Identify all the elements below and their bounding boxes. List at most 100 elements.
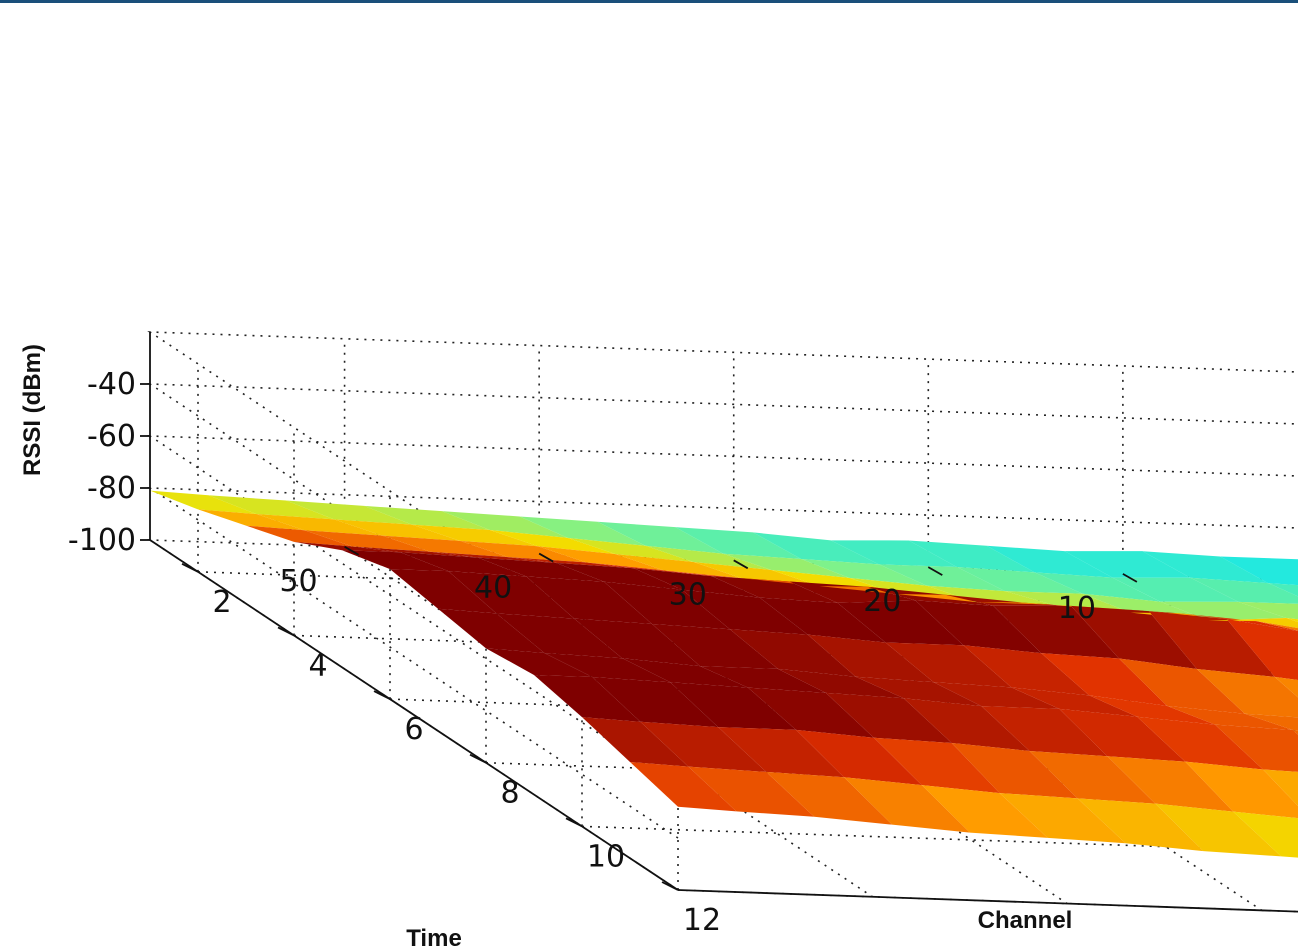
surface-patch (688, 766, 815, 817)
surface-patch (766, 771, 893, 825)
surface-patch (963, 645, 1090, 696)
surface-patch (903, 698, 1030, 751)
surface-patch (1196, 668, 1298, 718)
rssi-axis-title: RSSI (dBm) (19, 344, 46, 476)
surface-patch (652, 623, 778, 669)
surface-patch (1238, 601, 1298, 620)
grid-line (344, 546, 874, 898)
surface-patch (534, 674, 641, 722)
time-tick-label: 30 (669, 577, 707, 612)
surface-patch (597, 521, 724, 554)
surface-patch (759, 597, 886, 643)
surface-patch (1011, 687, 1138, 717)
surface-patch (1226, 619, 1298, 681)
surface-patch (496, 613, 623, 659)
surface-patch (1185, 761, 1298, 819)
surface-patch (801, 559, 928, 586)
surface-patch (1215, 724, 1298, 772)
surface-patch (256, 514, 383, 536)
surface-patch (1167, 705, 1293, 730)
label-layer: 10 20 30 40 50 2 4 6 8 10 12 -100 -80 -60 -40 Time Chann… (19, 344, 1096, 951)
surface-patch (604, 581, 730, 630)
surface-patch (622, 658, 749, 688)
surface-patch (748, 687, 874, 738)
channel-tick (181, 563, 199, 573)
surface-patch (1137, 716, 1264, 770)
time-tick (344, 545, 360, 556)
surface-patch (855, 676, 982, 707)
surface-patch (723, 553, 850, 578)
channel-tick-label: 4 (308, 648, 327, 683)
channel-tick-label: 8 (500, 776, 519, 811)
surface-patch (986, 545, 1113, 578)
time-axis-title: Time (406, 925, 462, 951)
channel-tick (373, 690, 391, 700)
surface-patch (478, 557, 605, 582)
surface-patch (921, 785, 1048, 838)
surface-patch (927, 585, 1053, 605)
surface-patch (556, 562, 682, 590)
axis-layer (140, 332, 1298, 913)
surface-patch (1292, 729, 1298, 735)
surface-patch (294, 541, 401, 553)
surface-patch (945, 594, 1072, 606)
surface-patch (879, 564, 1005, 592)
surface-patch (837, 600, 964, 646)
surface-patch (544, 652, 671, 683)
surface-patch (1148, 611, 1275, 677)
surface-patch (1112, 577, 1239, 602)
surface-patch (1274, 676, 1298, 698)
surface-patch (390, 569, 497, 614)
time-tick (1122, 573, 1138, 583)
surface-patch (633, 568, 760, 598)
surface-patch (753, 532, 880, 565)
surface-patch (1119, 658, 1245, 714)
rssi-tick-label: -100 (68, 523, 136, 558)
surface-layer (150, 490, 1298, 858)
surface-patch (640, 721, 767, 772)
surface-patch (1160, 601, 1287, 621)
channel-tick-label: 2 (212, 585, 231, 620)
surface-patch (711, 576, 838, 603)
surface-patch (1268, 583, 1298, 597)
time-tick-label: 50 (279, 564, 317, 599)
surface-patch (615, 554, 742, 579)
surface-patch (831, 540, 957, 568)
surface-patch (718, 727, 845, 778)
surface-patch (1263, 769, 1298, 806)
surface-patch (885, 642, 1012, 688)
surface-patch (438, 608, 545, 653)
surface-patch (486, 648, 593, 677)
surface-patch (1107, 756, 1234, 812)
surface-patch (1004, 591, 1131, 613)
surface-patch (574, 618, 701, 667)
surface-patch (1034, 572, 1161, 602)
time-tick-label: 10 (1058, 591, 1096, 626)
surface-patch (567, 537, 694, 563)
surface-patch (700, 666, 826, 693)
surface-patch (352, 546, 479, 558)
surface-patch (1064, 551, 1191, 578)
surface-patch (1077, 798, 1204, 852)
surface-patch (1071, 605, 1197, 669)
surface-patch (1041, 653, 1168, 706)
channel-axis-line (677, 889, 1298, 913)
surface-patch (382, 535, 509, 558)
channel-tick-label: 10 (587, 839, 625, 874)
time-tick-label: 20 (863, 584, 901, 619)
surface-patch (908, 540, 1035, 573)
surface-patch (1286, 618, 1298, 622)
surface-patch (729, 629, 856, 677)
surface-patch (1059, 708, 1186, 762)
surface-patch (342, 550, 449, 572)
time-tick (538, 552, 554, 563)
surface-patch (1244, 713, 1298, 731)
surface-patch (286, 500, 413, 525)
surface-patch (304, 530, 431, 552)
surface-patch (1256, 621, 1298, 631)
channel-tick (565, 817, 583, 828)
surface-patch (1029, 750, 1156, 804)
top-border-bar (0, 0, 1298, 3)
rssi-tick-label: -80 (87, 471, 136, 506)
